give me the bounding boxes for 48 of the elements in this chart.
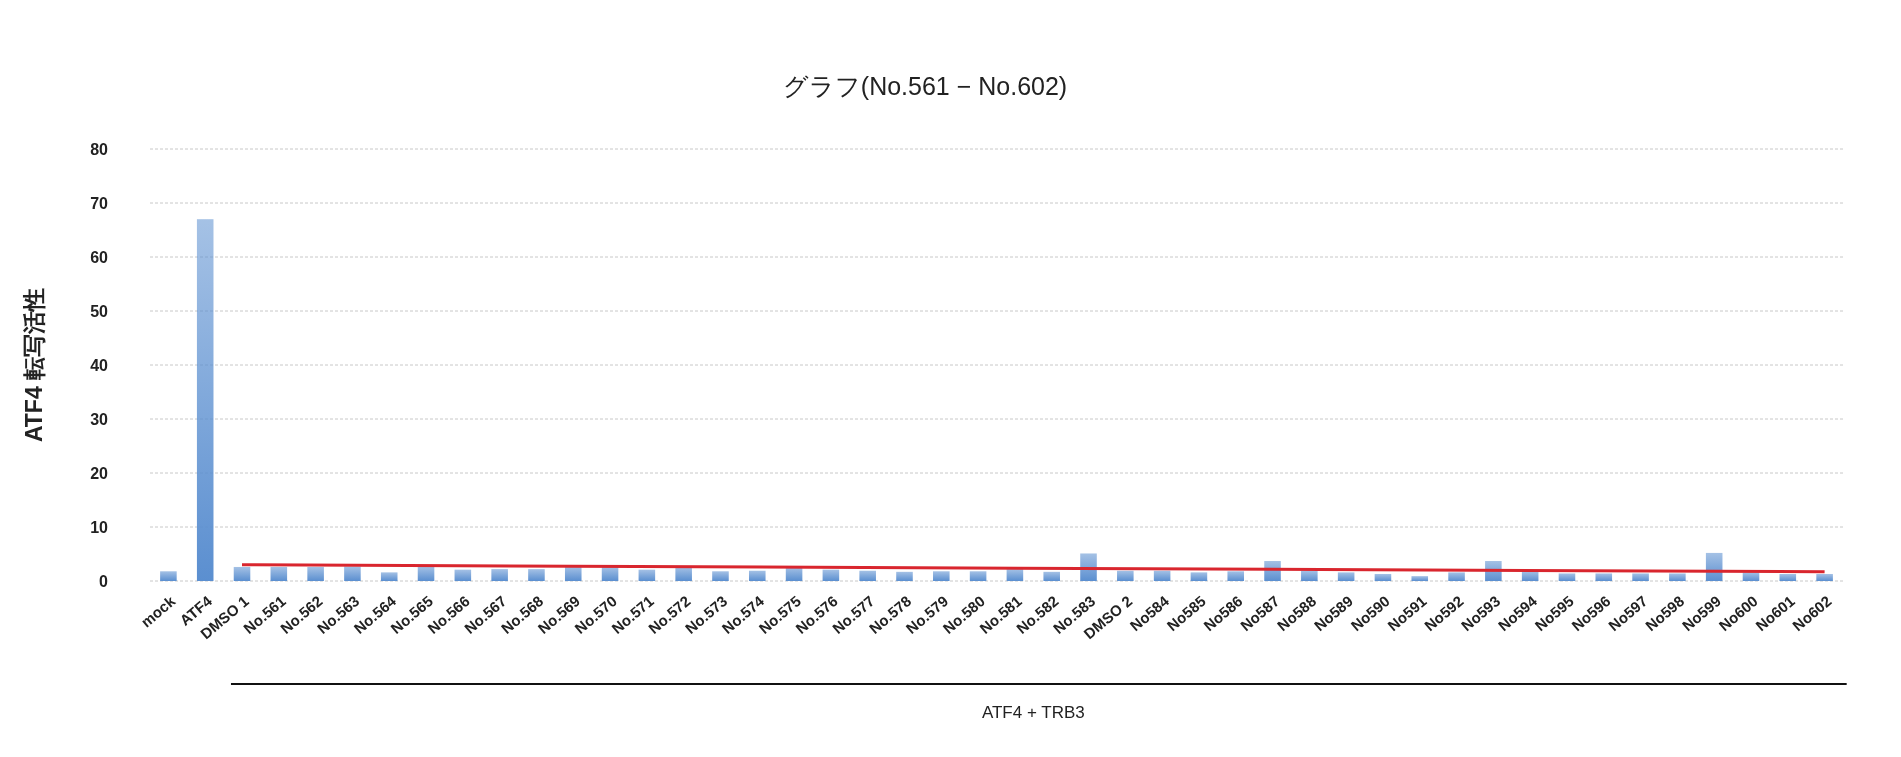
bar [1043,571,1060,581]
text: ATF4 + TRB3 [981,703,1085,722]
bar [822,569,840,581]
bar [1190,572,1208,581]
bar [160,571,177,581]
bar [1337,572,1355,581]
bar [675,566,692,581]
bar [270,566,288,581]
bar [859,570,876,581]
bar [380,572,398,581]
bar [1632,573,1649,581]
bar [491,569,508,581]
bar [417,566,435,581]
bar [233,566,251,581]
bar [933,571,950,581]
bar [1558,573,1576,581]
bar [1411,576,1429,581]
bar [307,566,324,581]
bar [1227,571,1245,581]
bar [1448,572,1465,581]
bar [1153,570,1171,581]
bar [1816,573,1833,581]
y-tick-label: 20 [90,465,109,482]
chart-title: グラフ(No.561 − No.602) [782,72,1068,100]
y-axis-title: ATF4 転写活性 [21,287,47,443]
bar [1374,573,1392,581]
bar [1595,573,1613,581]
bar [1117,570,1134,581]
bar [1669,573,1686,581]
y-tick-label: 30 [90,411,109,428]
y-tick-label: 10 [90,519,109,536]
bar [712,571,729,581]
bar [454,569,472,581]
y-tick-label: 0 [99,573,109,590]
bar [1301,570,1318,581]
y-tick-label: 50 [90,303,109,320]
bar [896,571,913,581]
bar [528,569,545,581]
bar [196,219,214,581]
bar [748,570,766,581]
y-tick-label: 40 [90,357,109,374]
bar [344,566,361,581]
bar [638,569,656,581]
bar [1779,573,1797,581]
y-tick-label: 80 [90,141,109,158]
bar [969,571,987,581]
y-tick-label: 70 [90,195,109,212]
y-tick-label: 60 [90,249,109,266]
